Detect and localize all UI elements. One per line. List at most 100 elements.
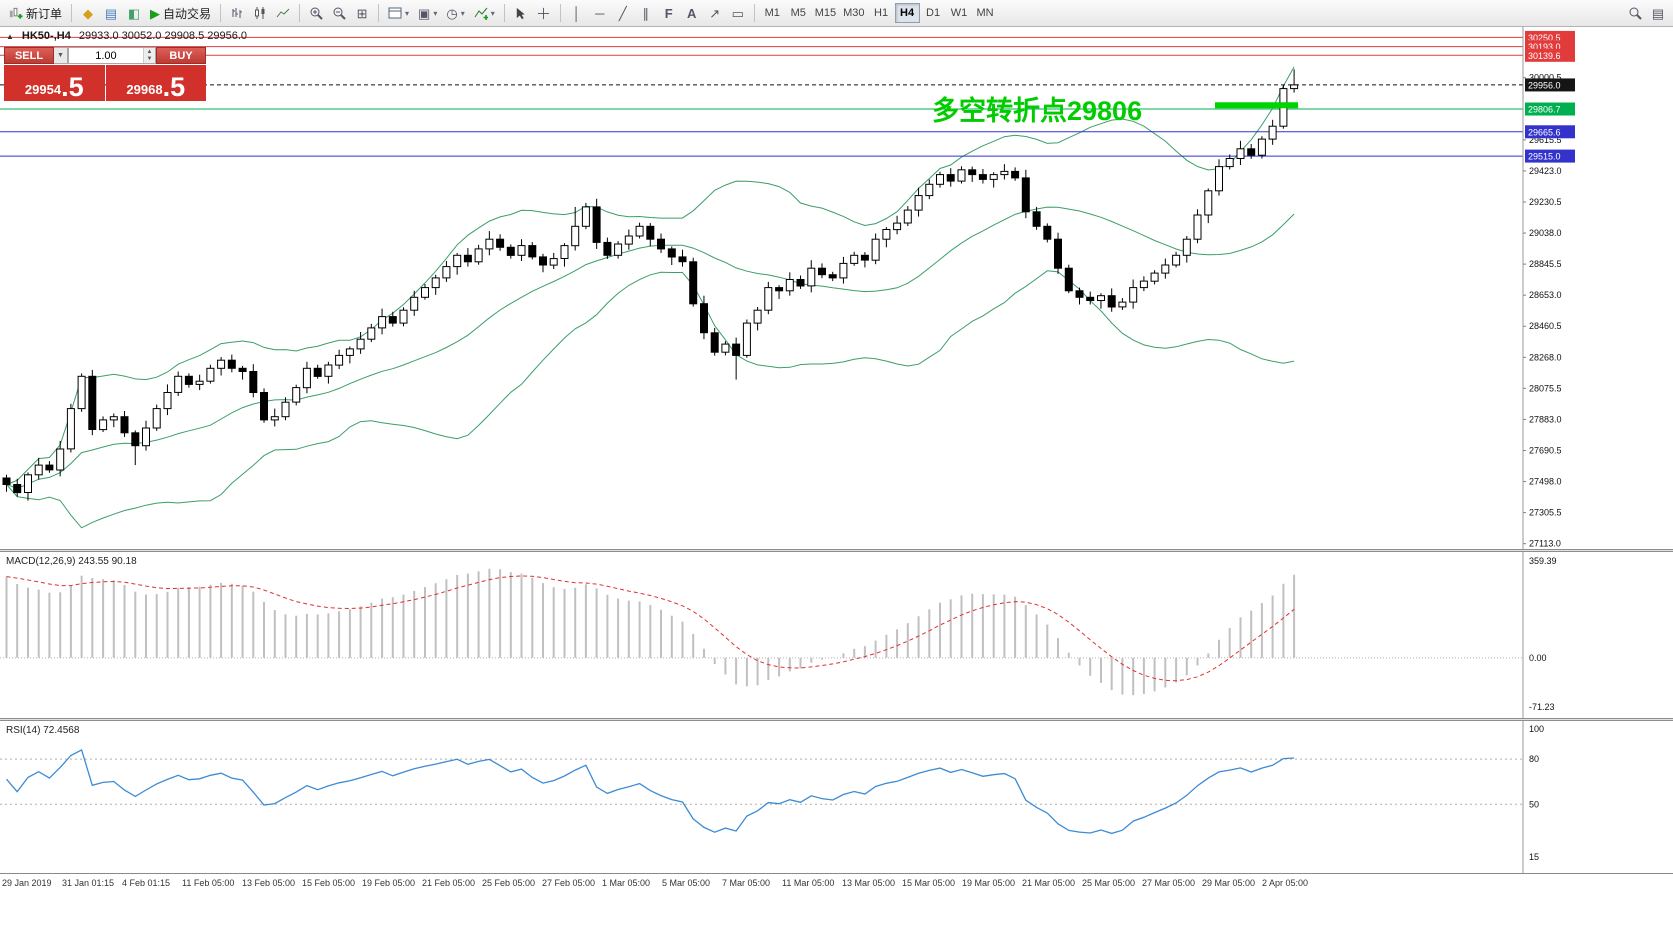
sell-button[interactable]: SELL [4, 47, 54, 64]
pane-divider[interactable] [0, 549, 1673, 552]
market-watch-button[interactable]: ◆ [77, 2, 99, 24]
annotation-text[interactable]: 多空转折点29806 [932, 95, 1142, 126]
navigator-button[interactable]: ◧ [123, 2, 145, 24]
macd-pane[interactable]: MACD(12,26,9) 243.55 90.18 359.39 0.00 -71.… [0, 552, 1673, 718]
clock-icon: ◷ [446, 5, 458, 21]
trendline-tool[interactable]: ╱ [612, 2, 634, 24]
candle [657, 233, 665, 253]
price-tag-label: 29956.0 [1528, 80, 1561, 90]
text-tool[interactable]: A [681, 2, 703, 24]
volume-input[interactable] [69, 48, 143, 63]
zoom-out-button[interactable] [328, 2, 350, 24]
bar-chart-mode-button[interactable] [226, 2, 248, 24]
candle [689, 257, 698, 307]
help-button[interactable]: ▤ [1647, 2, 1669, 24]
trendline-icon: ╱ [618, 5, 627, 21]
timeframe-d1-button[interactable]: D1 [926, 7, 941, 19]
time-axis-label: 31 Jan 01:15 [62, 878, 115, 888]
candle [367, 323, 376, 343]
timeframe-w1-button[interactable]: W1 [950, 7, 968, 19]
time-axis-label: 13 Mar 05:00 [842, 878, 896, 888]
vertical-line-tool[interactable]: │ [566, 2, 588, 24]
price-tag-label: 30139.6 [1528, 51, 1561, 61]
time-axis-label: 29 Mar 05:00 [1202, 878, 1256, 888]
time-axis[interactable]: 29 Jan 2019 31 Jan 01:15 4 Feb 01:15 11 Feb… [0, 873, 1673, 894]
candle [796, 275, 805, 289]
line-chart-mode-button[interactable] [272, 2, 294, 24]
new-chart-button[interactable]: ▾ [384, 2, 413, 24]
timeframe-m15-button[interactable]: M15 [814, 7, 837, 19]
auto-trading-button[interactable]: ▶ 自动交易 [146, 2, 215, 24]
price-tag [1525, 48, 1575, 62]
candle-chart-mode-button[interactable] [249, 2, 271, 24]
time-axis-label: 1 Mar 05:00 [602, 878, 651, 888]
time-axis-label: 21 Mar 05:00 [1022, 878, 1076, 888]
candle [281, 397, 290, 421]
candles-layer [2, 69, 1299, 501]
rsi-pane[interactable]: RSI(14) 72.4568 100 80 50 15 [0, 721, 1673, 873]
price-tag-label: 29665.6 [1528, 127, 1561, 137]
price-tick-label: 29038.0 [1529, 228, 1562, 238]
shapes-tool[interactable]: ▭ [727, 2, 749, 24]
cursor-button[interactable] [510, 2, 532, 24]
price-axis[interactable] [1523, 27, 1673, 549]
separator [753, 4, 755, 22]
fibonacci-tool[interactable]: F [658, 2, 680, 24]
crosshair-button[interactable] [533, 2, 555, 24]
candle [914, 187, 923, 217]
period-button[interactable]: ◷ ▾ [442, 2, 468, 24]
candle [174, 371, 183, 396]
channel-tool[interactable]: ∥ [635, 2, 657, 24]
main-price-pane[interactable]: 多空转折点29806 30000.5 29615.5 29423.0 29230.5 29… [0, 27, 1673, 549]
sell-price-panel[interactable]: 29954 .5 [4, 65, 105, 101]
candle [453, 252, 462, 275]
buy-price-main: 29968 [126, 81, 163, 97]
candle [592, 198, 601, 249]
tile-wind0ws-button[interactable]: ⊞ [351, 2, 373, 24]
timeframe-m1-button[interactable]: M1 [764, 7, 780, 19]
candle [345, 346, 354, 364]
price-tag [1525, 149, 1575, 163]
timeframe-h4-button[interactable]: H4 [894, 3, 920, 23]
timeframe-m30-button[interactable]: M30 [843, 7, 865, 19]
candle [506, 244, 515, 259]
volume-down-button[interactable]: ▼ [143, 55, 155, 63]
main-toolbar: 新订单 ◆ ▤ ◧ ▶ 自动交易 ⊞ ▾ ▣ ▾ ◷ ▾ [0, 0, 1673, 27]
chevron-down-icon: ▾ [433, 8, 438, 18]
data-window-button[interactable]: ▤ [100, 2, 122, 24]
candle [775, 285, 784, 299]
buy-button[interactable]: BUY [156, 47, 206, 64]
candle [249, 364, 258, 398]
pane-divider[interactable] [0, 718, 1673, 721]
candle [421, 284, 429, 300]
candle [1000, 164, 1009, 180]
new-order-button[interactable]: 新订单 [4, 2, 66, 24]
zoom-in-button[interactable] [305, 2, 327, 24]
volume-up-button[interactable]: ▲ [143, 48, 155, 56]
candle [463, 248, 472, 267]
symbol-ohlc-readout: 29933.0 30052.0 29908.5 29956.0 [78, 30, 248, 42]
candle [517, 239, 526, 261]
candle [1268, 119, 1277, 145]
candle [968, 166, 977, 182]
candle [1172, 251, 1181, 268]
price-tick-label: 28845.5 [1529, 259, 1562, 269]
search-button[interactable] [1624, 2, 1646, 24]
candle [217, 357, 226, 376]
profiles-button[interactable]: ▣ ▾ [414, 2, 441, 24]
candle [13, 478, 22, 497]
timeframe-mn-button[interactable]: MN [976, 7, 994, 19]
candle [399, 307, 408, 327]
timeframe-h1-button[interactable]: H1 [874, 7, 889, 19]
arrow-tool[interactable]: ↗ [704, 2, 726, 24]
buy-price-panel[interactable]: 29968 .5 [105, 65, 206, 101]
horizontal-line-tool[interactable]: ─ [589, 2, 611, 24]
candle [678, 249, 687, 267]
candle [195, 374, 204, 391]
indicators-button[interactable]: ▾ [470, 2, 499, 24]
order-type-dropdown[interactable]: ▼ [54, 47, 68, 64]
time-axis-label: 11 Mar 05:00 [782, 878, 835, 888]
timeframe-m5-button[interactable]: M5 [790, 7, 806, 19]
time-axis-label: 27 Feb 05:00 [542, 878, 596, 888]
profiles-icon: ▣ [418, 5, 431, 21]
